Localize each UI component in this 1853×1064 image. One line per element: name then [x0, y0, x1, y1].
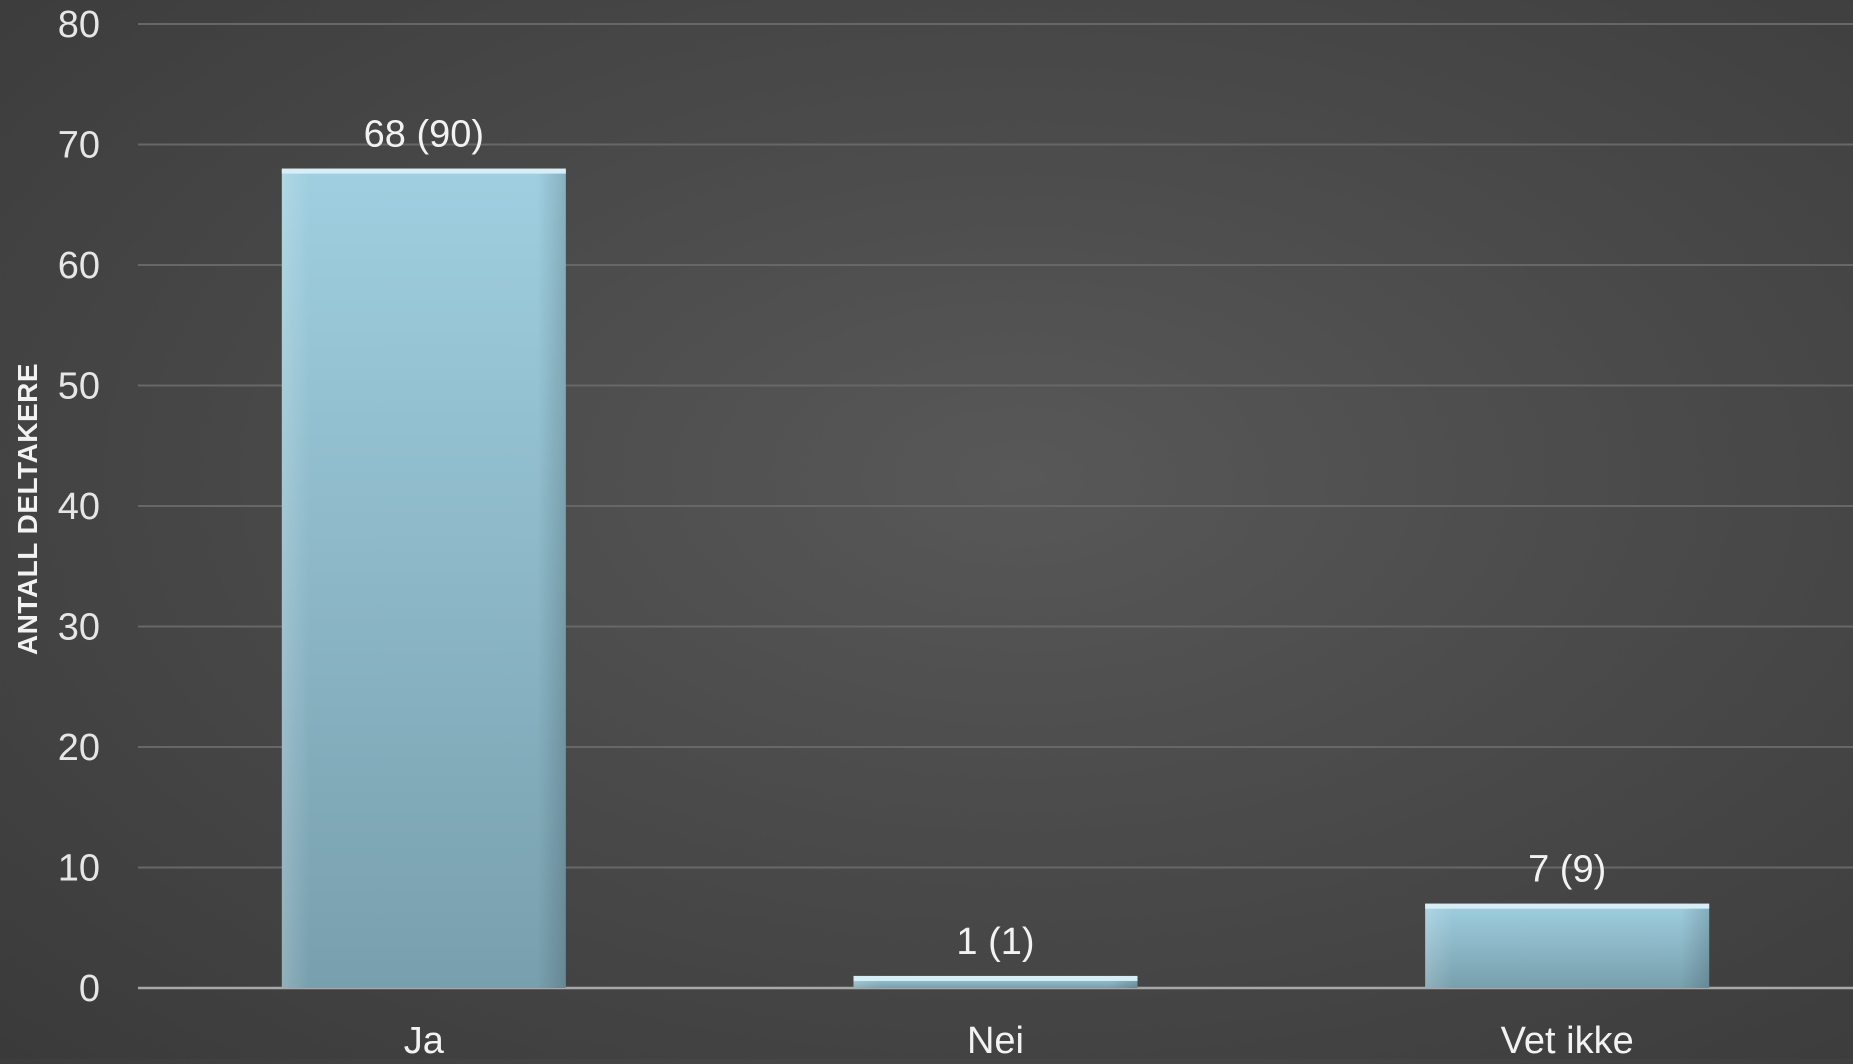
bar-top-highlight [1425, 903, 1710, 909]
data-label: 7 (9) [1528, 849, 1606, 891]
y-tick-label: 70 [58, 125, 100, 167]
y-tick-label: 80 [58, 4, 100, 46]
bars [281, 168, 1710, 989]
y-tick-label: 60 [58, 245, 100, 287]
y-tick-label: 30 [58, 607, 100, 649]
bar-shading [1425, 903, 1710, 988]
bar-nei [853, 975, 1138, 988]
x-category-label: Vet ikke [1501, 1020, 1634, 1059]
bar-top-highlight [281, 168, 566, 174]
bar-shading [281, 168, 566, 989]
x-category-label: Ja [404, 1020, 445, 1059]
y-tick-label: 40 [58, 486, 100, 528]
data-label: 68 (90) [364, 114, 484, 156]
y-tick-label: 50 [58, 366, 100, 408]
data-labels: 68 (90) 1 (1) 7 (9) [364, 114, 1607, 963]
bar-vet-ikke [1425, 903, 1710, 988]
y-axis-title: ANTALL DELTAKERE [12, 363, 43, 655]
y-tick-label: 20 [58, 727, 100, 769]
x-category-label: Nei [967, 1020, 1024, 1059]
bar-top-highlight [853, 975, 1138, 981]
y-tick-label: 10 [58, 848, 100, 890]
data-label: 1 (1) [956, 921, 1034, 963]
x-axis-categories: Ja Nei Vet ikke [404, 1020, 1634, 1062]
bar-ja [281, 168, 566, 989]
y-axis-ticks: 0 10 20 30 40 50 60 70 80 [58, 4, 100, 1010]
y-tick-label: 0 [79, 968, 100, 1010]
